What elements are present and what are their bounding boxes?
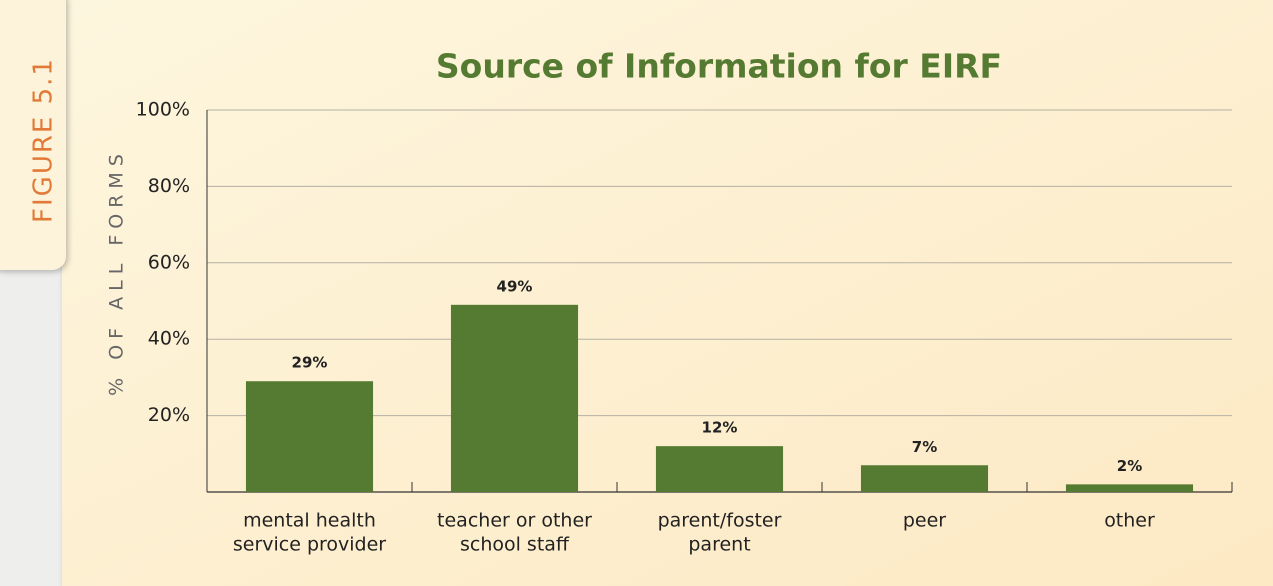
x-tick-label: mental health (243, 510, 376, 532)
x-tick-label: school staff (460, 534, 570, 556)
x-tick-label: parent (688, 534, 750, 556)
bar (1065, 484, 1194, 492)
x-tick-label: teacher or other (437, 510, 592, 532)
value-label: 49% (497, 277, 533, 295)
y-tick-label: 100% (136, 99, 190, 121)
bar (245, 381, 374, 492)
value-label: 7% (912, 438, 937, 456)
figure-label: FIGURE 5.1 (29, 57, 59, 223)
y-tick-label: 60% (148, 251, 190, 273)
value-label: 2% (1117, 457, 1142, 475)
value-label: 12% (702, 419, 738, 437)
y-tick-label: 40% (148, 328, 190, 350)
figure-tab (0, 0, 66, 270)
bar (860, 465, 989, 492)
x-tick-label: peer (903, 510, 946, 532)
y-axis-label: % OF ALL FORMS (106, 148, 128, 396)
bar (655, 446, 784, 492)
chart-title: Source of Information for EIRF (436, 47, 1002, 86)
x-tick-label: parent/foster (658, 510, 782, 532)
x-tick-label: other (1104, 510, 1155, 532)
y-tick-label: 20% (148, 404, 190, 426)
x-tick-label: service provider (233, 534, 386, 556)
y-tick-label: 80% (148, 175, 190, 197)
value-label: 29% (292, 354, 328, 372)
panel (62, 0, 1273, 586)
bar (450, 304, 579, 492)
